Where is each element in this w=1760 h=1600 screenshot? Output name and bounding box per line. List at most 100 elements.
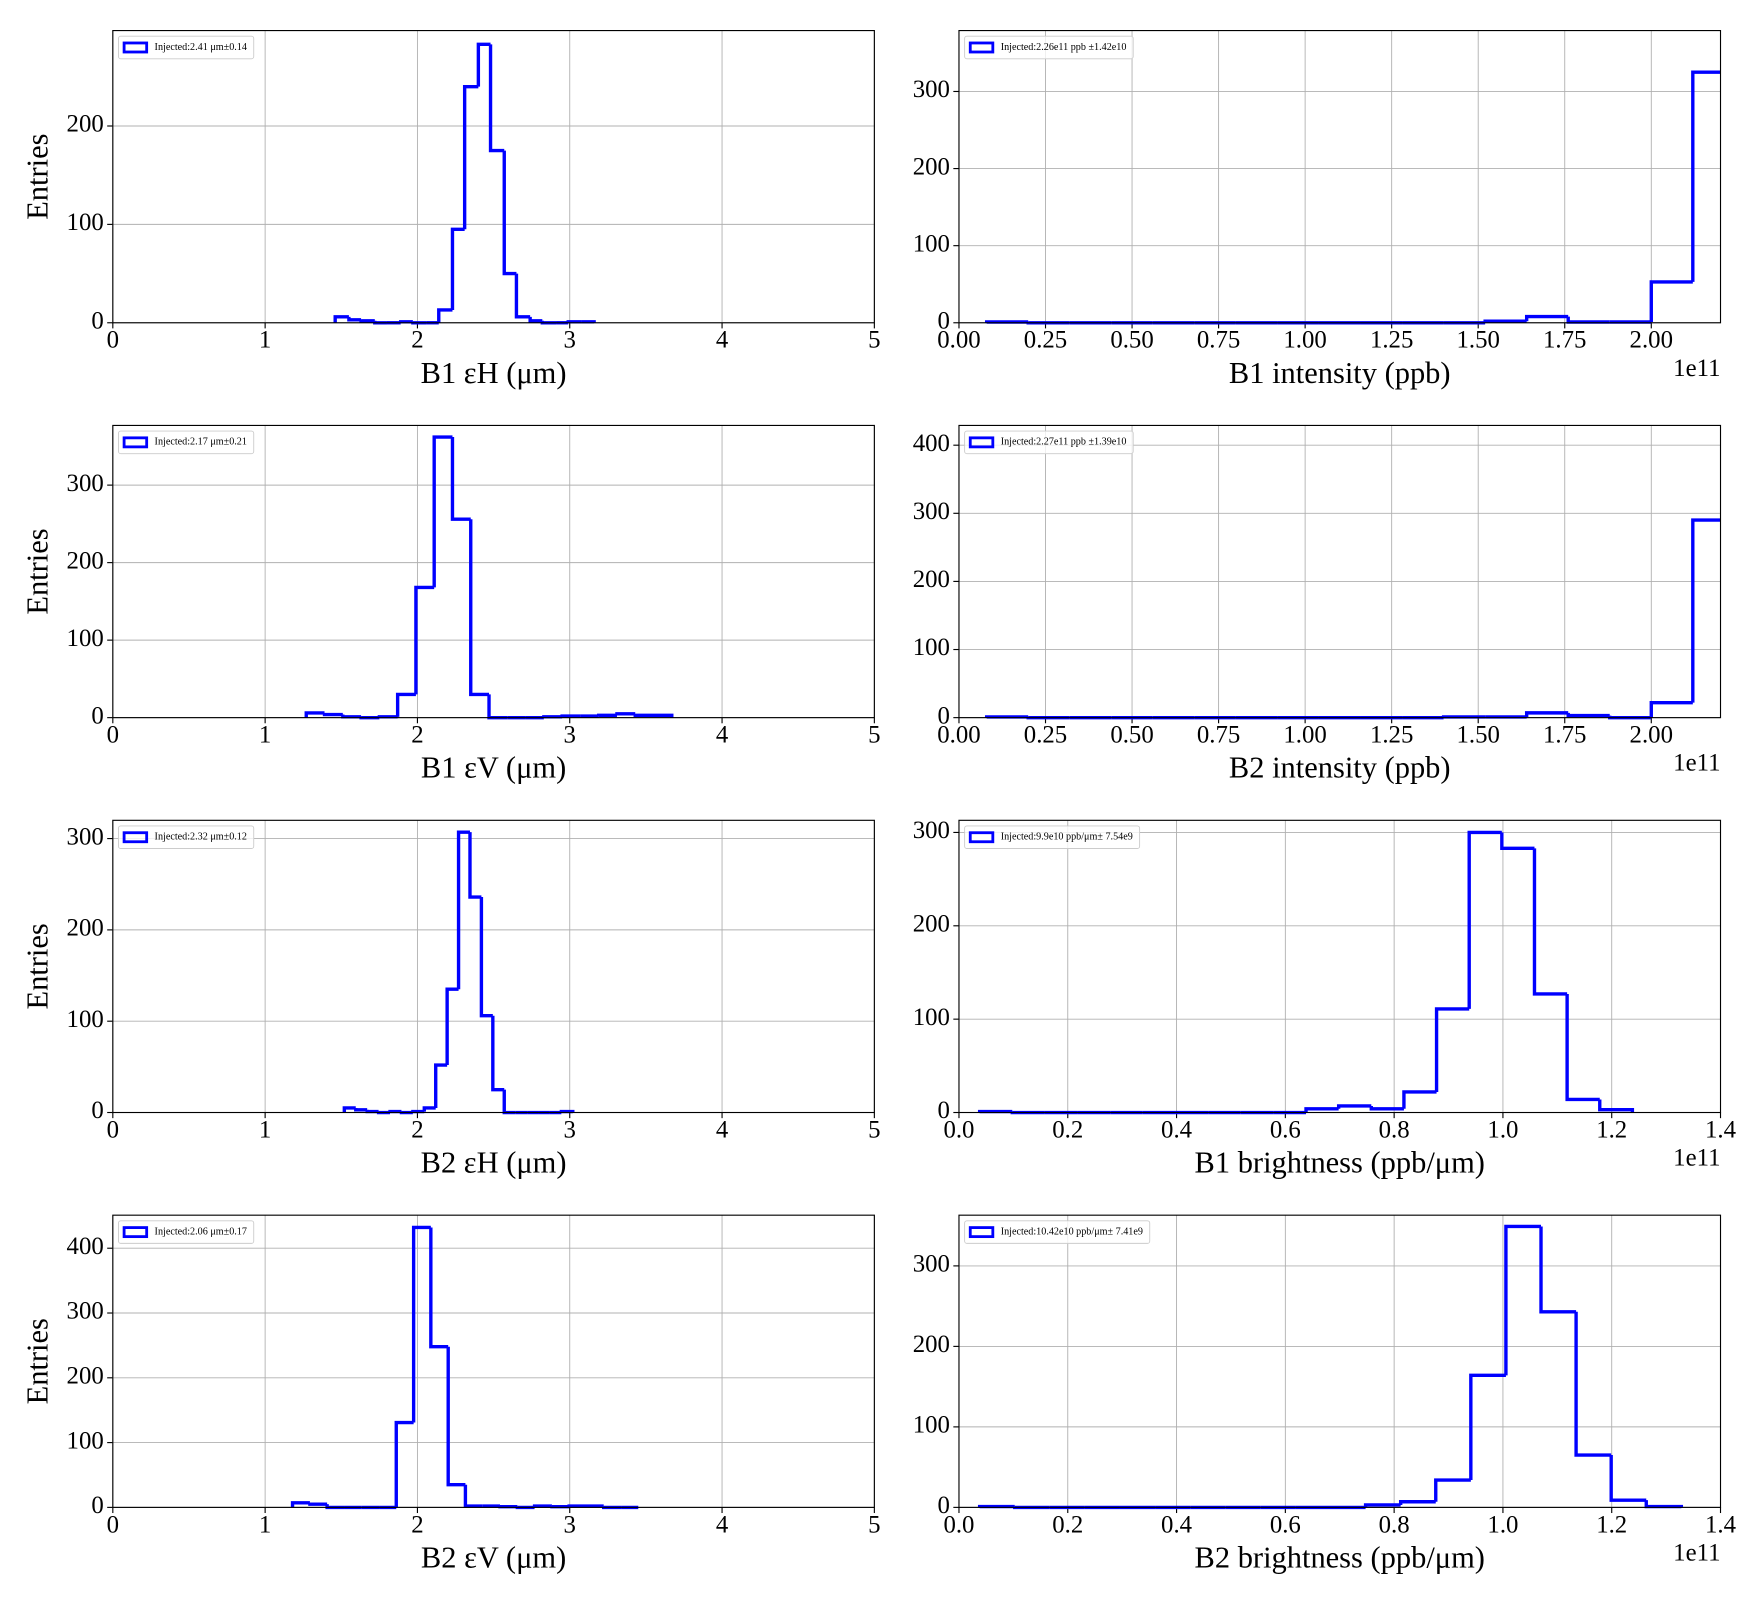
y-tick-label: 200 xyxy=(913,1331,950,1358)
histogram-step xyxy=(445,987,459,1066)
histogram-step xyxy=(1363,1503,1401,1508)
histogram-step xyxy=(1565,993,1600,1102)
y-tick-label: 0 xyxy=(938,1097,950,1124)
x-tick-label: 0.75 xyxy=(1197,722,1240,749)
legend-frame xyxy=(964,1220,1151,1244)
histogram-step xyxy=(456,830,470,990)
x-tick-label: 0.4 xyxy=(1161,1116,1193,1143)
y-tick-label: 200 xyxy=(67,915,104,942)
x-tick-label: 0.00 xyxy=(937,327,980,354)
histogram-step xyxy=(354,1107,368,1112)
legend-label: Injected:9.9e10 ppb/μm± 7.54e9 xyxy=(1001,832,1133,843)
y-tick-label: 300 xyxy=(67,470,104,497)
histogram-step xyxy=(1469,1373,1506,1481)
legend-frame xyxy=(118,825,255,849)
y-tick-label: 300 xyxy=(913,498,950,525)
histogram-step xyxy=(1467,830,1502,1009)
histogram-step xyxy=(1369,1105,1404,1111)
axes-frame xyxy=(112,819,875,1114)
legend-frame xyxy=(118,1220,255,1244)
subplot: 0 100 200 0 1 2 3 4 5 B1 εH (μm) Entries Injected:2… xyxy=(21,30,881,390)
axes-frame xyxy=(958,30,1722,324)
histogram-step xyxy=(550,1505,570,1509)
histogram-step xyxy=(322,712,343,717)
x-tick-label: 1.25 xyxy=(1370,327,1413,354)
histogram-step xyxy=(333,315,349,323)
x-tick-label: 5 xyxy=(868,722,880,749)
y-tick-label: 100 xyxy=(913,634,950,661)
x-tick-label: 0.2 xyxy=(1052,1511,1083,1538)
histogram-step xyxy=(1609,1455,1647,1502)
histogram-step xyxy=(429,1227,449,1349)
histogram-step xyxy=(365,1109,379,1114)
subplot: 0 100 200 300 0.0 0.2 0.4 0.6 0.8 1.0 1.2 1.4 B1 bri… xyxy=(913,817,1737,1179)
legend-swatch xyxy=(122,41,149,54)
histogram-step xyxy=(488,44,505,153)
legend-frame xyxy=(118,35,255,60)
histogram-step xyxy=(502,150,517,276)
histogram-step xyxy=(468,832,482,899)
axes-frame xyxy=(112,1214,875,1508)
histogram-step xyxy=(633,713,654,718)
legend-swatch xyxy=(968,436,995,449)
x-tick-label: 1 xyxy=(259,722,271,749)
x-axis-label: B1 εH (μm) xyxy=(421,356,567,390)
legend-label: Injected:2.41 μm±0.14 xyxy=(155,42,247,53)
histogram-step xyxy=(1539,1226,1577,1314)
plot-area xyxy=(984,518,1721,720)
x-tick-label: 1.50 xyxy=(1456,327,1499,354)
y-tick-label: 400 xyxy=(67,1233,104,1260)
y-tick-label: 200 xyxy=(67,1363,104,1390)
x-tick-label: 0 xyxy=(107,722,119,749)
x-tick-label: 2.00 xyxy=(1630,722,1673,749)
histogram-step xyxy=(1574,1311,1612,1457)
x-tick-label: 0.2 xyxy=(1052,1116,1083,1143)
histogram-step xyxy=(560,714,581,718)
x-tick-label: 0.50 xyxy=(1110,327,1153,354)
legend-swatch xyxy=(968,1226,995,1239)
histogram-step xyxy=(347,316,362,322)
plot-area xyxy=(304,435,674,720)
histogram-step xyxy=(434,1063,448,1108)
plot-area xyxy=(977,1224,1684,1510)
x-tick-label: 0.0 xyxy=(943,1116,974,1143)
x-tick-label: 0.0 xyxy=(943,1511,974,1538)
subplot: 0 100 200 300 400 0.00 0.25 0.50 0.75 1.00 1.25 1.5… xyxy=(913,424,1722,785)
histogram-step xyxy=(341,714,362,719)
y-tick-label: 0 xyxy=(91,1097,103,1124)
x-tick-label: 0.4 xyxy=(1161,1511,1193,1538)
y-tick-label: 0 xyxy=(91,702,103,729)
x-tick-label: 0 xyxy=(107,1116,119,1143)
legend-swatch xyxy=(122,1226,149,1239)
histogram-step xyxy=(450,437,471,521)
histogram-step xyxy=(422,1106,436,1112)
histogram-step xyxy=(596,713,617,718)
histogram-step xyxy=(1434,1007,1470,1092)
histogram-step xyxy=(476,42,491,87)
x-tick-label: 1.25 xyxy=(1370,722,1413,749)
plot-area xyxy=(290,1225,639,1510)
histogram-step xyxy=(1504,1224,1542,1376)
x-offset-text: 1e11 xyxy=(1673,1539,1720,1566)
y-tick-label: 300 xyxy=(67,1298,104,1325)
histogram-step xyxy=(1566,316,1610,324)
legend-swatch xyxy=(122,831,149,844)
x-tick-label: 5 xyxy=(868,1511,880,1538)
histogram-step xyxy=(1398,1500,1436,1505)
x-tick-label: 0.75 xyxy=(1197,327,1240,354)
x-tick-label: 3 xyxy=(564,722,576,749)
x-tick-label: 0.25 xyxy=(1024,722,1067,749)
y-tick-label: 0 xyxy=(91,307,103,334)
histogram-step xyxy=(411,1225,431,1423)
x-tick-label: 2 xyxy=(411,327,423,354)
y-tick-label: 0 xyxy=(938,307,950,334)
histogram-step xyxy=(1524,314,1569,322)
histogram-step xyxy=(487,694,508,720)
y-tick-label: 100 xyxy=(913,1004,950,1031)
x-tick-label: 0.6 xyxy=(1270,1116,1301,1143)
x-tick-label: 0 xyxy=(107,327,119,354)
x-tick-label: 0.50 xyxy=(1110,722,1153,749)
x-tick-label: 2 xyxy=(411,1511,423,1538)
y-tick-label: 0 xyxy=(938,702,950,729)
